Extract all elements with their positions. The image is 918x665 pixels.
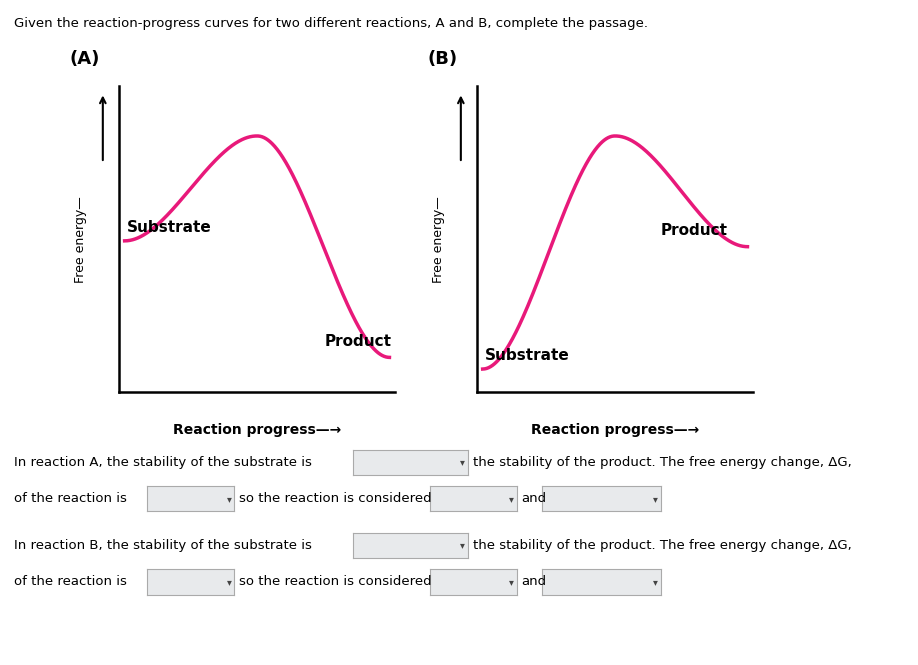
Text: Reaction progress—→: Reaction progress—→: [531, 423, 700, 437]
Text: ▾: ▾: [460, 540, 465, 551]
Text: Given the reaction-progress curves for two different reactions, A and B, complet: Given the reaction-progress curves for t…: [14, 17, 648, 30]
Text: Free energy—: Free energy—: [74, 196, 87, 283]
Text: the stability of the product. The free energy change, ΔG,: the stability of the product. The free e…: [473, 456, 852, 469]
Text: In reaction B, the stability of the substrate is: In reaction B, the stability of the subs…: [14, 539, 311, 552]
Text: (A): (A): [70, 50, 100, 68]
Text: of the reaction is: of the reaction is: [14, 492, 127, 505]
Text: and: and: [521, 492, 546, 505]
Text: Free energy—: Free energy—: [432, 196, 445, 283]
Text: ▾: ▾: [227, 493, 231, 504]
Text: and: and: [521, 575, 546, 589]
Text: ▾: ▾: [227, 577, 231, 587]
Text: Product: Product: [661, 223, 728, 238]
Text: In reaction A, the stability of the substrate is: In reaction A, the stability of the subs…: [14, 456, 311, 469]
Text: so the reaction is considered: so the reaction is considered: [239, 492, 431, 505]
Text: so the reaction is considered: so the reaction is considered: [239, 575, 431, 589]
Text: Substrate: Substrate: [486, 348, 570, 363]
Text: (B): (B): [428, 50, 458, 68]
Text: Reaction progress—→: Reaction progress—→: [173, 423, 341, 437]
Text: of the reaction is: of the reaction is: [14, 575, 127, 589]
Text: ▾: ▾: [509, 577, 514, 587]
Text: ▾: ▾: [460, 457, 465, 467]
Text: ▾: ▾: [653, 493, 657, 504]
Text: Substrate: Substrate: [128, 220, 212, 235]
Text: ▾: ▾: [653, 577, 657, 587]
Text: the stability of the product. The free energy change, ΔG,: the stability of the product. The free e…: [473, 539, 852, 552]
Text: ▾: ▾: [509, 493, 514, 504]
Text: Product: Product: [324, 334, 391, 348]
